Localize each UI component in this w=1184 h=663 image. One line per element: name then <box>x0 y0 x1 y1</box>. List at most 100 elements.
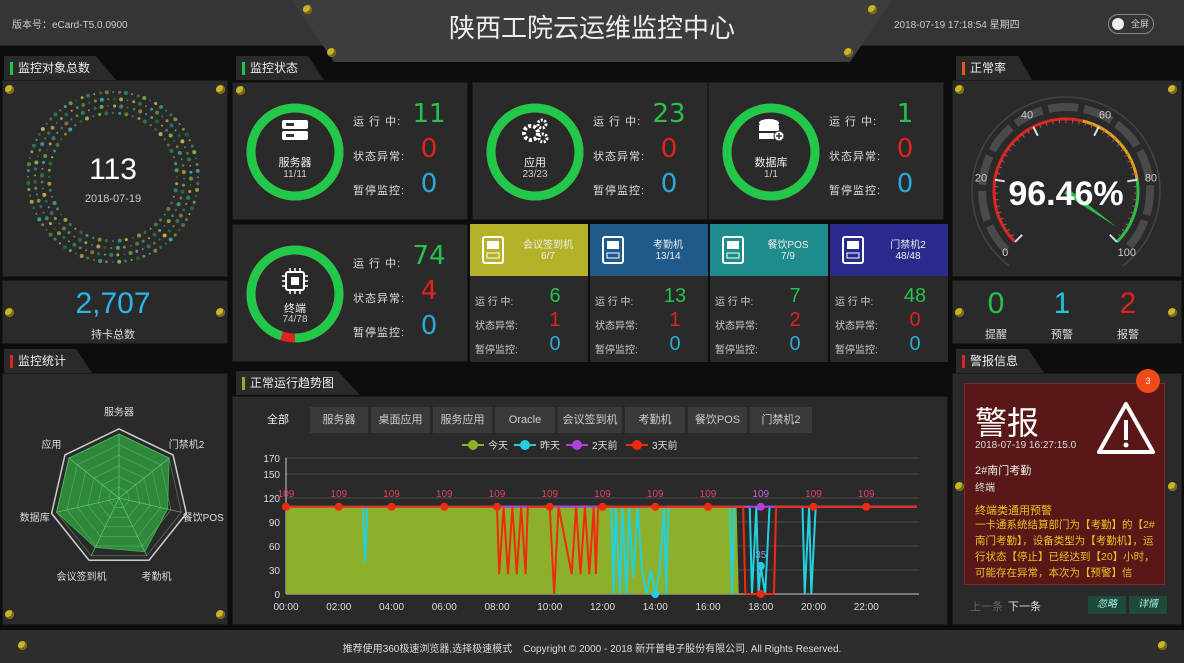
dot <box>150 116 154 120</box>
legend-marker <box>468 440 478 450</box>
alert-count-0[interactable]: 0 提醒 <box>963 281 1029 343</box>
data-label: 109 <box>489 489 506 500</box>
trend-tab: 正常运行趋势图 <box>236 371 361 395</box>
dot <box>74 227 77 230</box>
dot <box>166 143 170 147</box>
trend-filter-tab[interactable]: 门禁机2 <box>750 407 812 433</box>
gauge-tick <box>1052 120 1054 125</box>
status-tile-2[interactable]: 数据库 1/1 运 行 中: 状态异常: 暂停监控: 1 0 0 <box>708 82 944 220</box>
radar-outline <box>50 428 188 562</box>
dot <box>80 110 85 115</box>
next-alarm-link[interactable]: 下一条 <box>1008 601 1041 613</box>
dot <box>188 139 191 142</box>
dot <box>195 187 200 192</box>
alarm-count-badge: 3 <box>1136 369 1160 393</box>
dot <box>154 101 158 105</box>
alert-counts-panel: 0 提醒 1 预警 2 报警 <box>952 280 1182 344</box>
trend-filter-tab[interactable]: 考勤机 <box>625 407 685 433</box>
dot <box>137 101 142 106</box>
fullscreen-toggle[interactable]: 全屏 <box>1108 14 1154 34</box>
gauge-tick <box>1006 228 1011 232</box>
dot <box>184 132 189 137</box>
dot <box>55 121 58 124</box>
data-point <box>282 502 290 511</box>
rate-gauge: 0 20 40 60 80 100 <box>971 96 1161 267</box>
paused-count: 0 <box>420 169 438 199</box>
gauge-band <box>1082 119 1139 180</box>
ring-running <box>246 245 344 343</box>
dot <box>117 259 122 264</box>
screw <box>327 48 336 57</box>
radar-axis <box>118 497 148 556</box>
dot <box>48 142 52 146</box>
paused-label: 暂停监控: <box>595 345 638 356</box>
trend-filter-tab[interactable]: 服务器 <box>310 407 368 433</box>
gauge-tick-label: 0 <box>1002 247 1008 259</box>
gauge-tick-label: 40 <box>1021 109 1033 121</box>
data-label: 109 <box>700 489 717 500</box>
gauge-tick <box>996 172 1001 175</box>
dot <box>168 237 173 242</box>
prev-alarm-link[interactable]: 上一条 <box>970 601 1003 613</box>
dot <box>81 102 86 107</box>
dot <box>142 254 146 258</box>
dot <box>67 240 70 243</box>
legend-marker <box>632 440 642 450</box>
alarm-card[interactable]: 警报 2018-07-19 16:27:15.0 2#南门考勤 终端 终端类通用… <box>964 383 1165 585</box>
dot <box>122 245 126 249</box>
dot <box>34 160 39 165</box>
dot <box>132 107 136 111</box>
device-tile-0[interactable]: 会议签到机 6/7 运 行 中: 状态异常: 暂停监控: 6 1 0 <box>470 224 588 362</box>
trend-filter-tab[interactable]: 服务应用 <box>433 407 492 433</box>
trend-filter-tab[interactable]: 会议签到机 <box>558 407 622 433</box>
dot <box>189 164 192 167</box>
gauge-tick <box>1120 148 1125 152</box>
chip-icon <box>282 268 308 294</box>
y-tick-label: 120 <box>263 494 280 505</box>
trend-filter-tab[interactable]: 桌面应用 <box>371 407 430 433</box>
gauge-tick <box>1127 159 1132 163</box>
trend-filter-tab[interactable]: 餐饮POS <box>688 407 747 433</box>
x-tick-label: 08:00 <box>484 602 509 613</box>
dot <box>155 110 160 115</box>
dot <box>29 199 34 204</box>
abnormal-count: 4 <box>420 276 438 306</box>
dot <box>35 193 38 196</box>
gauge-tick <box>1021 133 1025 138</box>
alert-count-1[interactable]: 1 预警 <box>1029 281 1095 343</box>
data-label: 109 <box>594 489 611 500</box>
dot <box>53 149 57 153</box>
dot <box>123 259 127 263</box>
tile-name: 数据库 <box>754 157 788 169</box>
device-tile-3[interactable]: 门禁机2 48/48 运 行 中: 状态异常: 暂停监控: 48 0 0 <box>830 224 948 362</box>
dot <box>169 113 173 117</box>
trend-filter-tab[interactable]: Oracle <box>495 407 555 433</box>
trend-filter-tab[interactable]: 全部 <box>267 414 289 426</box>
device-tile-2[interactable]: 餐饮POS 7/9 运 行 中: 状态异常: 暂停监控: 7 2 0 <box>710 224 828 362</box>
device-tile-1[interactable]: 考勤机 13/14 运 行 中: 状态异常: 暂停监控: 13 1 0 <box>590 224 708 362</box>
radar-grid <box>66 444 172 547</box>
dot <box>52 201 57 206</box>
running-label: 运 行 中: <box>835 297 874 308</box>
dot <box>185 218 189 222</box>
dot <box>31 143 36 148</box>
status-tile-0[interactable]: 服务器 11/11 运 行 中: 状态异常: 暂停监控: 11 0 0 <box>232 82 468 220</box>
detail-button[interactable]: 详情 <box>1129 596 1167 614</box>
radar-axis-label: 会议签到机 <box>57 570 107 583</box>
ignore-button[interactable]: 忽略 <box>1088 596 1126 614</box>
status-tile-1[interactable]: 应用 23/23 运 行 中: 状态异常: 暂停监控: 23 0 0 <box>472 82 708 220</box>
screw <box>955 308 964 317</box>
legend-label: 昨天 <box>540 440 560 452</box>
abnormal-count: 0 <box>909 309 921 331</box>
legend-marker <box>520 440 530 450</box>
status-ring <box>246 103 344 201</box>
pos-icon <box>722 236 744 264</box>
dot <box>99 97 104 102</box>
gauge-tick <box>1039 123 1042 128</box>
alert-count-2[interactable]: 2 报警 <box>1095 281 1161 343</box>
dot <box>104 90 109 95</box>
status-tile-3[interactable]: 终端 74/78 运 行 中: 状态异常: 暂停监控: 74 4 0 <box>232 224 468 362</box>
running-label: 运 行 中: <box>595 297 634 308</box>
dot <box>53 112 58 117</box>
abnormal-label: 状态异常: <box>353 293 406 305</box>
